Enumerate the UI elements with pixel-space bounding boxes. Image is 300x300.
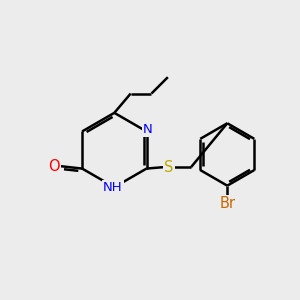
Text: NH: NH: [103, 181, 123, 194]
Text: N: N: [143, 123, 153, 136]
Text: Br: Br: [219, 196, 235, 211]
Text: O: O: [48, 159, 60, 174]
Text: S: S: [164, 160, 173, 175]
